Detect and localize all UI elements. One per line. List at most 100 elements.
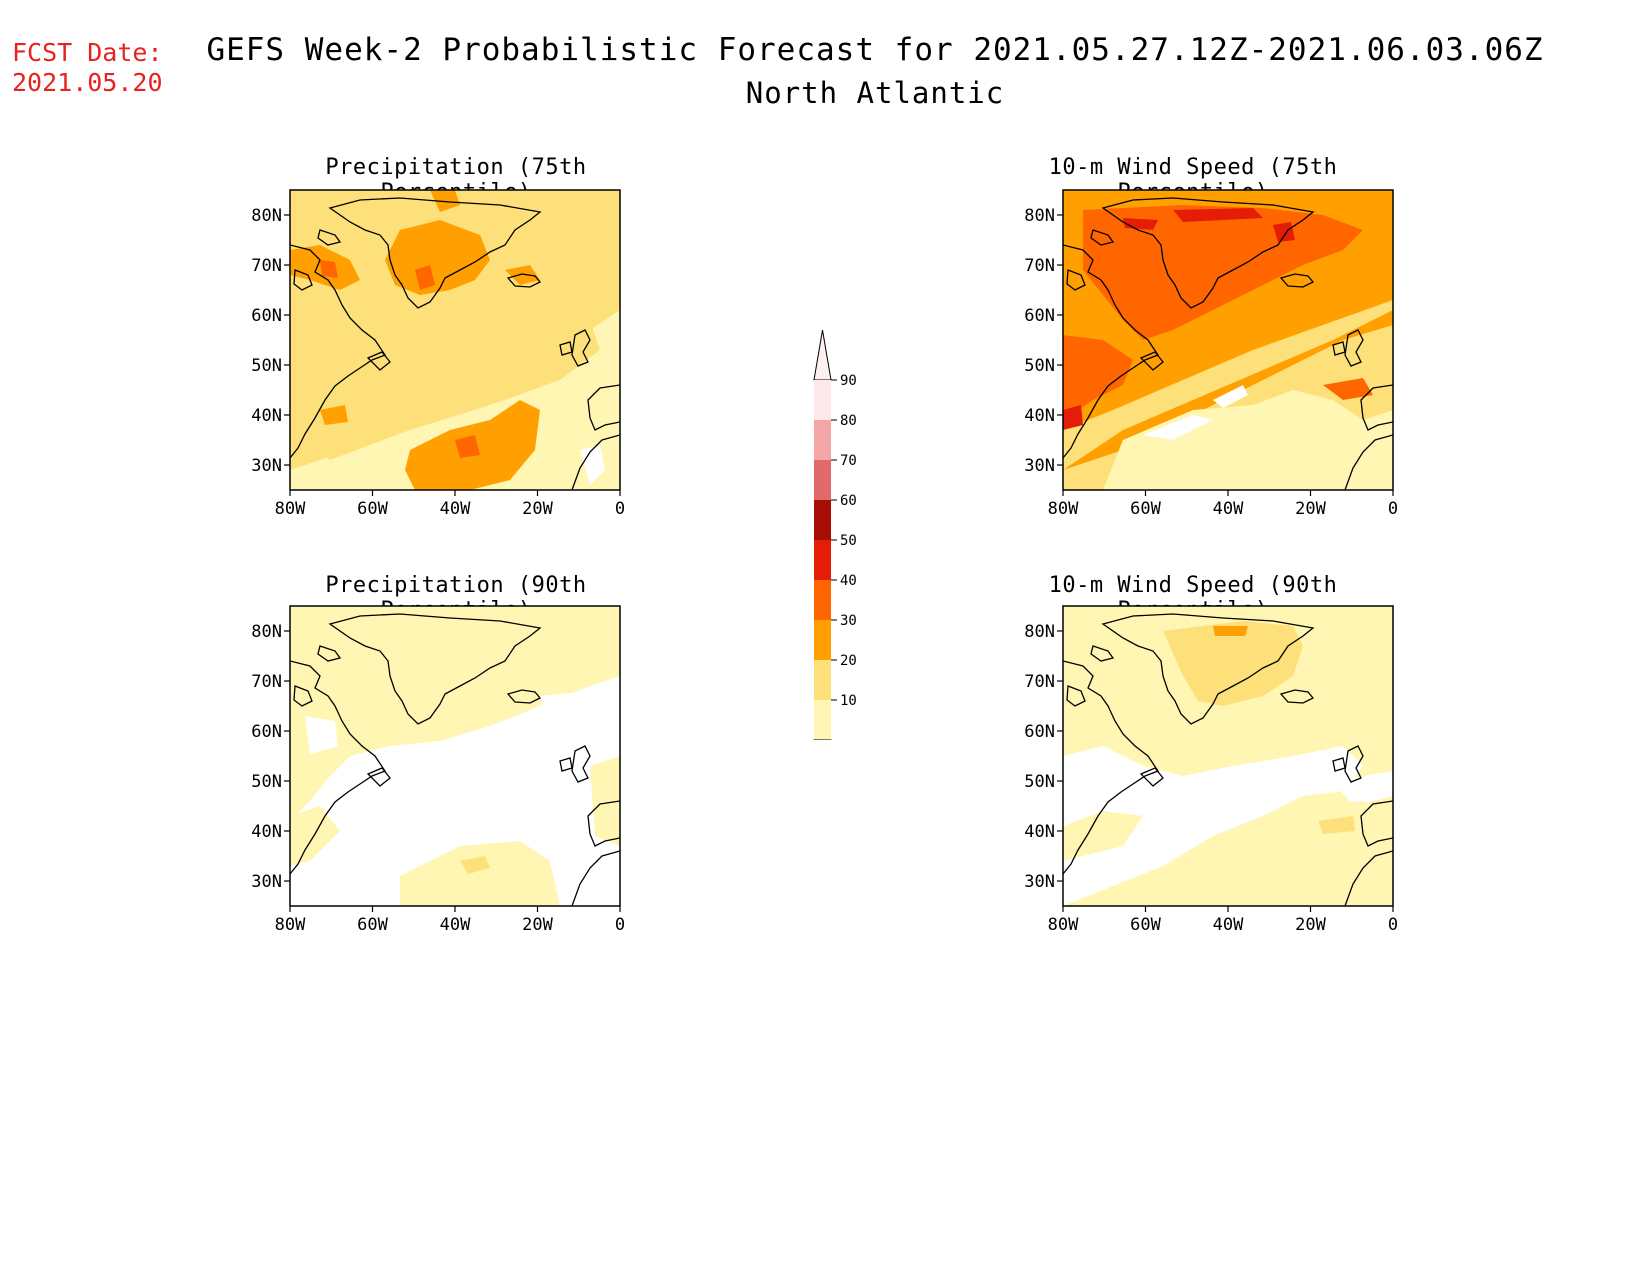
coastline (1090, 229, 1115, 246)
probability-region (1213, 626, 1248, 636)
coastline (587, 800, 620, 847)
coastline (506, 689, 542, 704)
colorbar-label: 10 (840, 693, 857, 709)
coastline (290, 660, 386, 875)
map-precip-90: 80N 70N 60N 50N 40N 30N 80W 60W 40W 20W 0 (225, 605, 625, 946)
map-wind-75-svg: 80N 70N 60N 50N 40N 30N 80W 60W 40W 20W 0 (1024, 189, 1398, 519)
probability-region (1103, 390, 1393, 490)
coastline (559, 757, 573, 772)
lon-label: 80W (1048, 915, 1079, 935)
colorbar-swatch (814, 700, 831, 740)
lat-label: 70N (251, 672, 282, 692)
map-wind-90-svg: 80N 70N 60N 50N 40N 30N 80W 60W 40W 20W 0 (1024, 605, 1398, 935)
probability-region (460, 856, 490, 874)
lon-label: 80W (275, 915, 306, 935)
coastline (1344, 850, 1393, 906)
coastline (293, 269, 313, 291)
colorbar: 90 80 70 60 50 40 30 20 10 (800, 329, 860, 791)
lat-label: 40N (251, 822, 282, 842)
coastline (571, 329, 591, 367)
lon-label: 60W (1130, 499, 1161, 519)
map-wind-90: 80N 70N 60N 50N 40N 30N 80W 60W 40W 20W 0 (998, 605, 1398, 946)
lat-label: 80N (1024, 206, 1055, 226)
coastline (506, 273, 542, 288)
coastline (328, 197, 542, 309)
fcst-date: 2021.05.20 (12, 68, 163, 97)
probability-region (1063, 811, 1143, 861)
coastline (1332, 341, 1346, 356)
lon-label: 0 (1388, 915, 1398, 935)
coastline (1063, 660, 1159, 875)
coastline (1344, 434, 1393, 490)
lon-label: 20W (522, 915, 553, 935)
colorbar-top-cap (813, 329, 832, 381)
coastline (1139, 351, 1164, 371)
lon-label: 20W (1295, 915, 1326, 935)
colorbar-label: 20 (840, 653, 857, 669)
fcst-date-block: FCST Date: 2021.05.20 (12, 38, 163, 98)
coastline (317, 645, 342, 662)
lat-label: 60N (1024, 306, 1055, 326)
colorbar-label: 70 (840, 453, 857, 469)
probability-region (320, 405, 348, 425)
colorbar-swatch (814, 580, 831, 620)
colorbar-swatch (814, 540, 831, 580)
colorbar-label: 80 (840, 413, 857, 429)
map-precip-90-svg: 80N 70N 60N 50N 40N 30N 80W 60W 40W 20W 0 (251, 605, 625, 935)
probability-region (1333, 771, 1393, 806)
lat-label: 80N (251, 622, 282, 642)
lat-label: 40N (1024, 406, 1055, 426)
probability-region (1163, 621, 1303, 706)
probability-region (580, 445, 605, 485)
coastline (290, 244, 386, 459)
map-field (1063, 606, 1393, 906)
coastline (1360, 384, 1393, 431)
lon-label: 40W (440, 499, 471, 519)
colorbar-swatch (814, 460, 831, 500)
probability-region (1063, 405, 1083, 430)
map-precip-75-svg: 80N 70N 60N 50N 40N 30N 80W 60W 40W 20W 0 (251, 189, 625, 519)
probability-region (320, 260, 338, 278)
lon-label: 20W (522, 499, 553, 519)
probability-region (290, 806, 340, 866)
probability-region (540, 691, 620, 756)
coastline (1279, 689, 1315, 704)
coastline (1139, 767, 1164, 787)
lon-label: 0 (615, 915, 625, 935)
lat-label: 50N (251, 772, 282, 792)
probability-region (1173, 208, 1263, 222)
main-title: GEFS Week-2 Probabilistic Forecast for 2… (206, 32, 1544, 68)
lon-label: 60W (357, 915, 388, 935)
probability-region (290, 606, 620, 821)
lat-label: 50N (1024, 772, 1055, 792)
lon-label: 20W (1295, 499, 1326, 519)
probability-region (455, 435, 480, 458)
fcst-label: FCST Date: (12, 38, 163, 67)
colorbar-swatch (814, 620, 831, 660)
coastline (571, 850, 620, 906)
probability-region (1318, 816, 1355, 834)
lat-label: 30N (251, 456, 282, 476)
map-field (290, 606, 620, 906)
coastline (1344, 745, 1364, 783)
probability-region (1063, 746, 1363, 906)
region-subtitle: North Atlantic (745, 76, 1005, 110)
lat-label: 60N (251, 722, 282, 742)
probability-region (1213, 385, 1248, 408)
coastline (1063, 244, 1159, 459)
coastline (1066, 269, 1086, 291)
coastline (317, 229, 342, 246)
probability-region (1323, 378, 1373, 400)
colorbar-swatch (814, 380, 831, 420)
lat-label: 30N (1024, 456, 1055, 476)
lat-label: 30N (251, 872, 282, 892)
colorbar-svg: 90 80 70 60 50 40 30 20 10 (813, 329, 857, 791)
lon-label: 40W (1213, 499, 1244, 519)
probability-region (305, 716, 338, 754)
lat-label: 40N (1024, 822, 1055, 842)
coastline (293, 685, 313, 707)
lat-label: 70N (1024, 672, 1055, 692)
lon-label: 60W (357, 499, 388, 519)
coastline (1066, 685, 1086, 707)
coastline (328, 613, 542, 725)
